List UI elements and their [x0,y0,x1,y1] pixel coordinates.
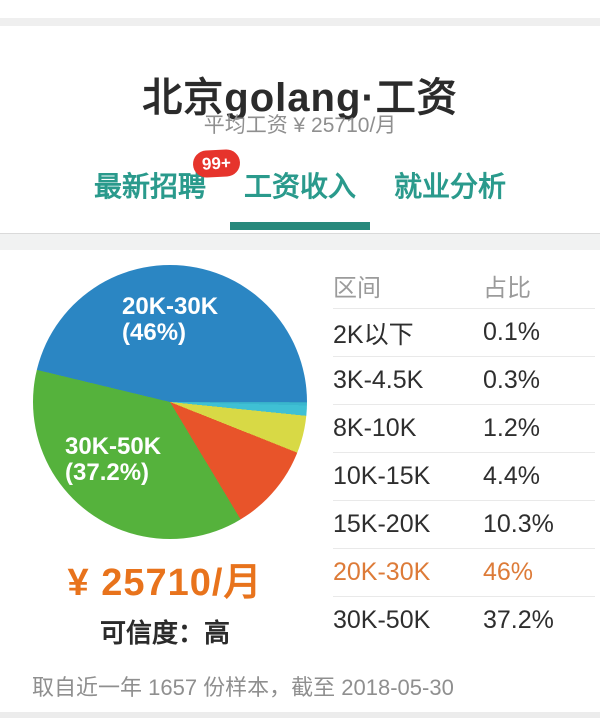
column-header-range: 区间 [333,274,381,302]
bottom-divider-strip [0,712,600,718]
active-tab-underline [229,222,370,230]
share-cell: 0.3% [483,366,540,394]
tab-latest-jobs-label: 最新招聘 [93,171,206,202]
range-cell: 3K-4.5K [333,366,424,394]
average-salary-subtitle: 平均工资 ¥ 25710/月 [203,114,397,137]
top-divider-strip [0,18,600,26]
salary-table-row: 15K-20K 10.3% [333,501,595,549]
pie-label-percent: (37.2%) [65,459,150,486]
salary-distribution-table: 区间 占比 2K以下 0.1% 3K-4.5K 0.3% 8K-10K 1.2%… [333,262,595,644]
tab-salary-income[interactable]: 工资收入 [229,170,370,230]
notification-badge: 99+ [192,148,241,179]
range-cell: 15K-20K [333,510,431,538]
page-title: 北京golang·工资 [142,75,458,120]
salary-table-row: 2K以下 0.1% [333,309,595,357]
salary-pie-chart: 20K-30K (46%) 30K-50K (37.2%) [33,265,307,539]
column-header-share: 占比 [483,274,531,302]
share-cell: 10.3% [483,510,554,538]
share-cell: 37.2% [483,606,554,634]
share-cell: 46% [483,558,534,586]
range-cell: 8K-10K [333,414,417,442]
share-cell: 1.2% [483,414,540,442]
average-salary-amount: ¥ 25710/月 [67,562,263,604]
range-cell: 20K-30K [333,558,431,586]
tab-salary-income-label: 工资收入 [243,171,356,202]
confidence-level: 可信度：高 [99,618,230,648]
salary-table-row: 20K-30K 46% [333,549,595,597]
range-cell: 30K-50K [333,606,431,634]
pie-label-percent: (46%) [122,319,187,346]
tab-employment-analysis-label: 就业分析 [394,171,507,202]
salary-table-row: 10K-15K 4.4% [333,453,595,501]
pie-label-20k-30k: 20K-30K (46%) [122,294,218,346]
share-cell: 0.1% [483,318,540,346]
table-header-row: 区间 占比 [333,262,595,309]
salary-table-row: 8K-10K 1.2% [333,405,595,453]
section-divider-band [0,233,600,250]
share-cell: 4.4% [483,462,540,490]
range-cell: 10K-15K [333,462,431,490]
tab-latest-jobs[interactable]: 最新招聘 99+ [93,148,241,204]
sample-source-note: 取自近一年 1657 份样本，截至 2018-05-30 [32,675,454,700]
tab-employment-analysis[interactable]: 就业分析 [394,170,506,204]
pie-label-range: 30K-50K [65,433,162,460]
pie-label-range: 20K-30K [122,293,219,320]
salary-table-row: 3K-4.5K 0.3% [333,357,595,405]
pie-label-30k-50k: 30K-50K (37.2%) [65,434,161,486]
tab-bar: 最新招聘 99+ 工资收入 就业分析 [0,148,600,230]
range-cell: 2K以下 [333,320,414,349]
salary-table-row: 30K-50K 37.2% [333,597,595,644]
